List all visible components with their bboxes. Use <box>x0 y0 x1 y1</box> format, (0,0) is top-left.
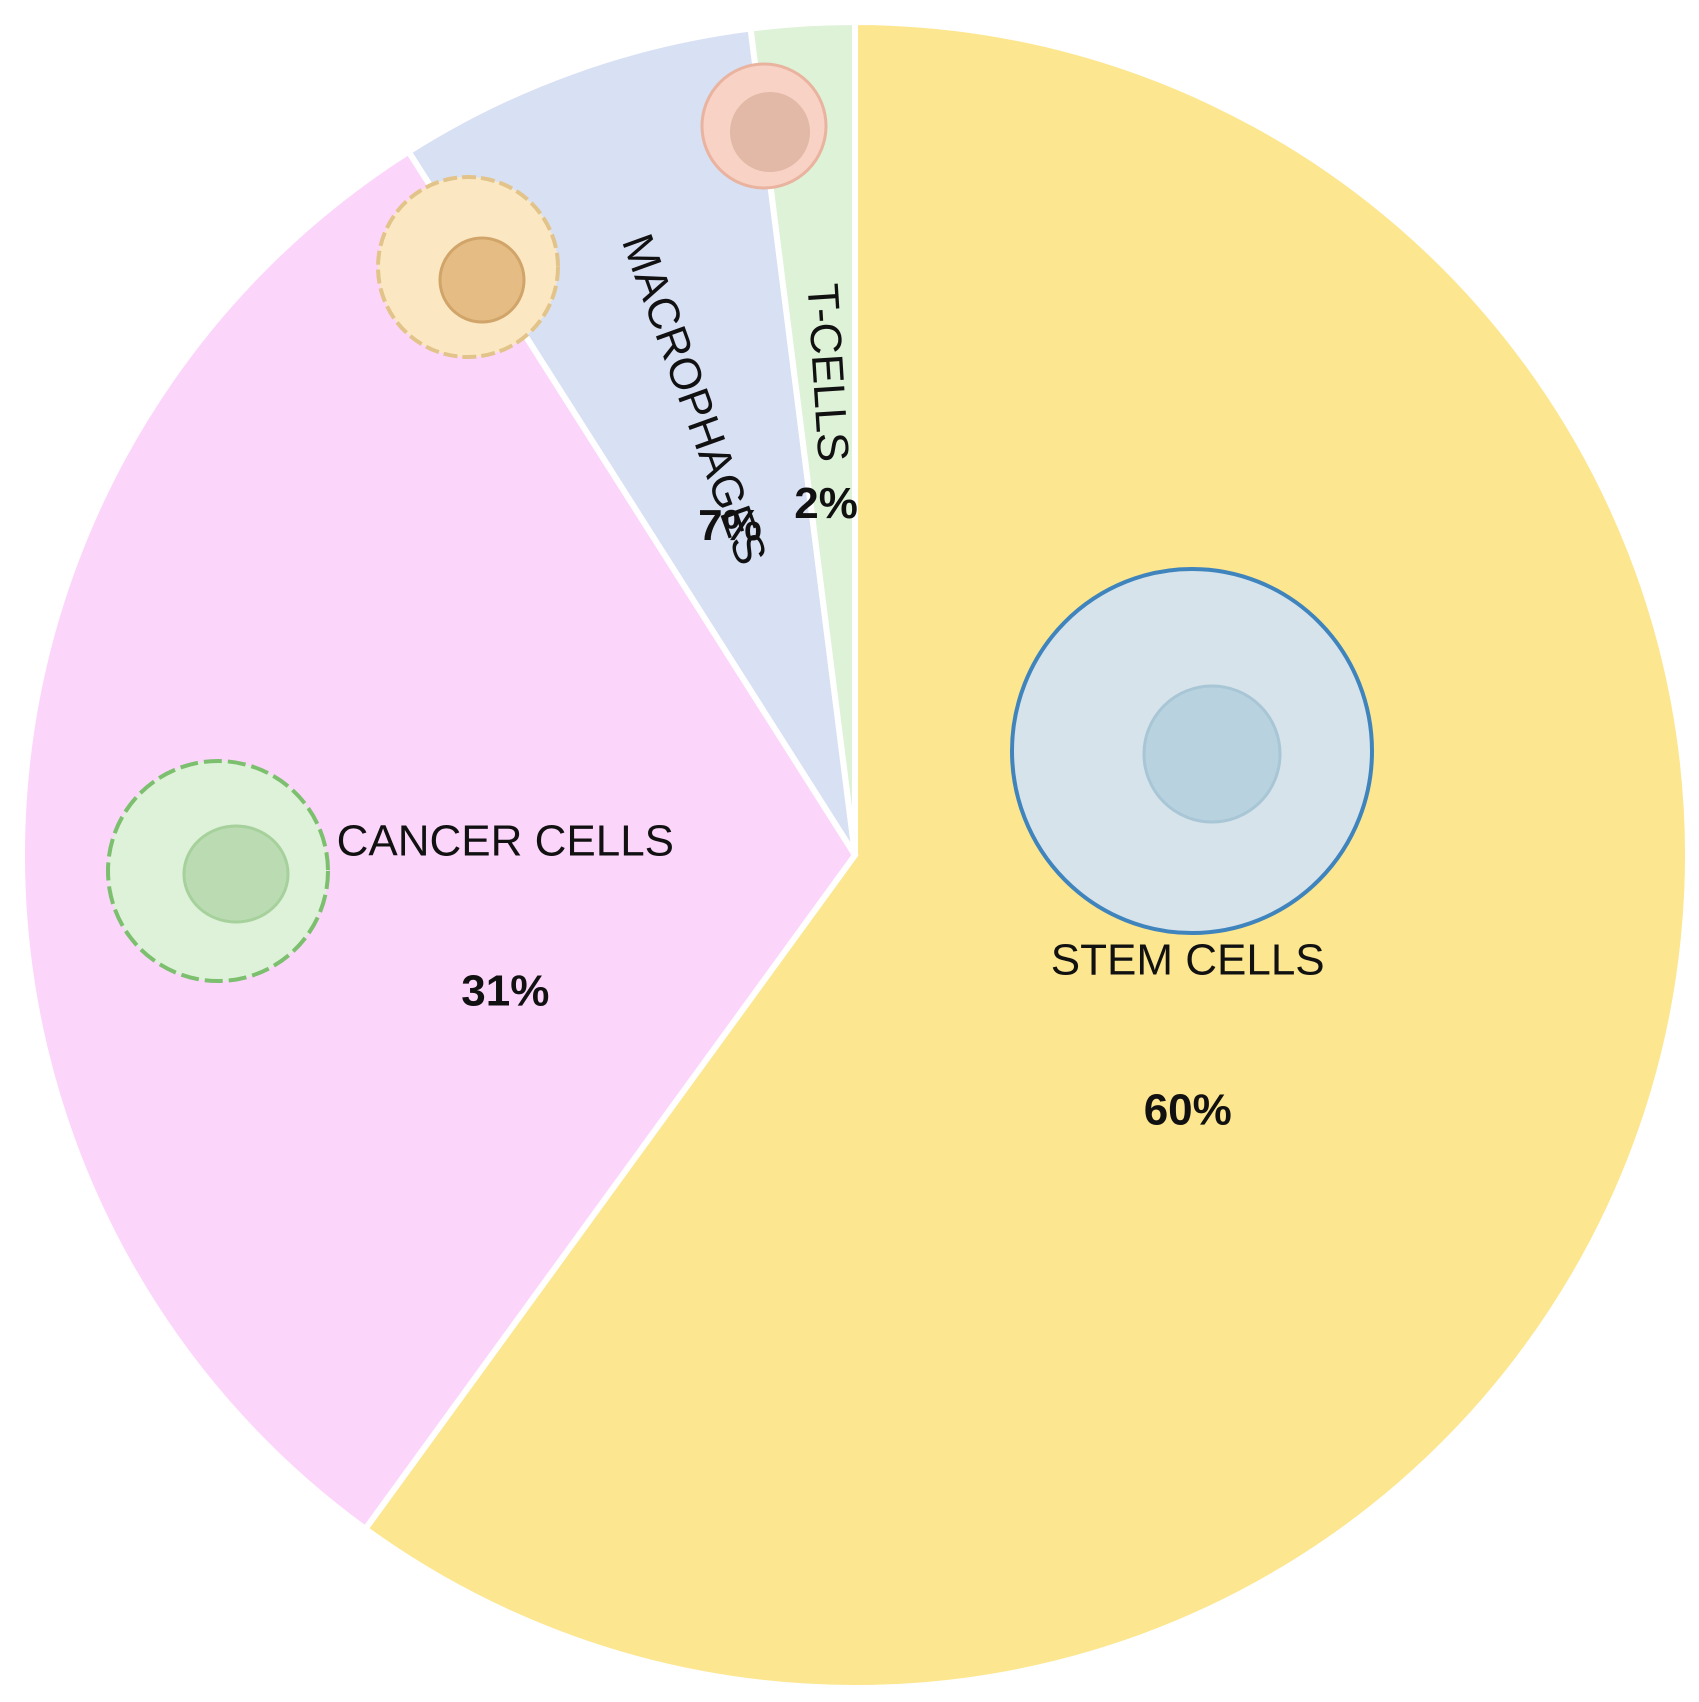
pie-slice <box>361 18 1691 1691</box>
value-label: 7% <box>698 501 762 550</box>
pie-slice <box>19 147 859 1534</box>
value-label: 31% <box>461 967 549 1016</box>
pie-slice <box>747 18 858 856</box>
category-label: STEM CELLS <box>1051 936 1325 985</box>
slices <box>19 18 1691 1691</box>
macrophage-icon <box>376 175 560 359</box>
cell-illustrations <box>106 62 1374 983</box>
category-label: CANCER CELLS <box>337 817 674 866</box>
stem-cell-icon <box>1010 567 1374 935</box>
cancer-cell-icon <box>106 759 330 983</box>
value-label: 60% <box>1144 1086 1232 1135</box>
value-label: 2% <box>794 479 858 528</box>
category-label: T-CELLS <box>797 282 857 463</box>
t-cell-icon <box>700 62 828 190</box>
